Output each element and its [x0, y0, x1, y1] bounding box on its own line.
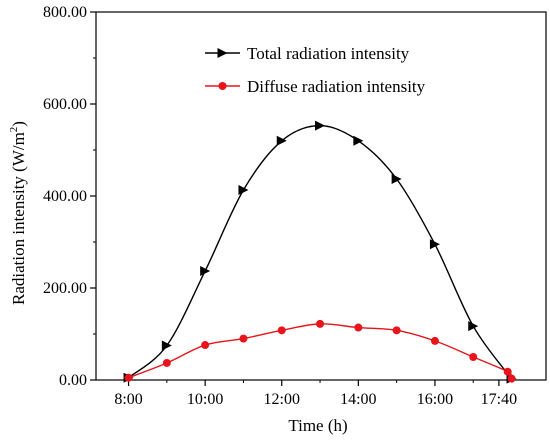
y-tick-label: 800.00	[43, 4, 87, 21]
series-2-point	[162, 358, 171, 367]
plot-area: 0.00 200.00 400.00 600.00 800.00 8:00 10:00 12:…	[43, 4, 547, 408]
x-axis-title: Time (h)	[288, 416, 347, 435]
x-tick-label: 16:00	[417, 391, 453, 408]
series-1-point	[200, 265, 211, 276]
legend-marker-1	[217, 48, 228, 58]
series-1-point	[315, 120, 326, 131]
series-1-point	[468, 321, 479, 332]
x-tick-label: 14:00	[340, 391, 376, 408]
y-tick-label: 0.00	[59, 372, 87, 389]
series-line-2	[128, 323, 513, 379]
series-1-point	[391, 173, 402, 184]
series-2-point	[124, 373, 133, 382]
series-2-point	[354, 323, 363, 332]
y-axis-title: Radiation intensity (W/m2)	[8, 121, 28, 305]
series-1-point	[161, 340, 172, 351]
series-1-point	[429, 239, 440, 250]
x-tick-label: 17:40	[481, 391, 517, 408]
y-axis-title-main: Radiation intensity (W/m	[9, 132, 28, 305]
series-1-point	[238, 185, 249, 196]
series-2-point	[392, 326, 401, 335]
series-2-point	[430, 336, 439, 345]
y-tick-label: 200.00	[43, 280, 87, 297]
series-2-point	[239, 334, 248, 343]
x-tick-label: 12:00	[264, 391, 300, 408]
series-2-point	[201, 341, 210, 350]
legend-label-1: Total radiation intensity	[247, 44, 410, 63]
y-tick-label: 400.00	[43, 188, 87, 205]
series-2-point	[277, 326, 286, 335]
series-2-point	[316, 319, 325, 328]
series-line-1	[128, 124, 513, 380]
legend-label-2: Diffuse radiation intensity	[247, 77, 426, 96]
series-2-point	[503, 367, 512, 376]
series-2-point	[507, 374, 516, 383]
y-tick-label: 600.00	[43, 96, 87, 113]
series-1-point	[353, 135, 364, 146]
y-axis-title-superscript: 2	[8, 127, 20, 133]
x-tick-label: 8:00	[114, 391, 142, 408]
y-axis-title-close: )	[9, 121, 28, 127]
series-1-point	[276, 135, 287, 146]
x-tick-label: 10:00	[187, 391, 223, 408]
series-2-point	[469, 353, 478, 361]
legend-marker-2	[218, 82, 227, 90]
